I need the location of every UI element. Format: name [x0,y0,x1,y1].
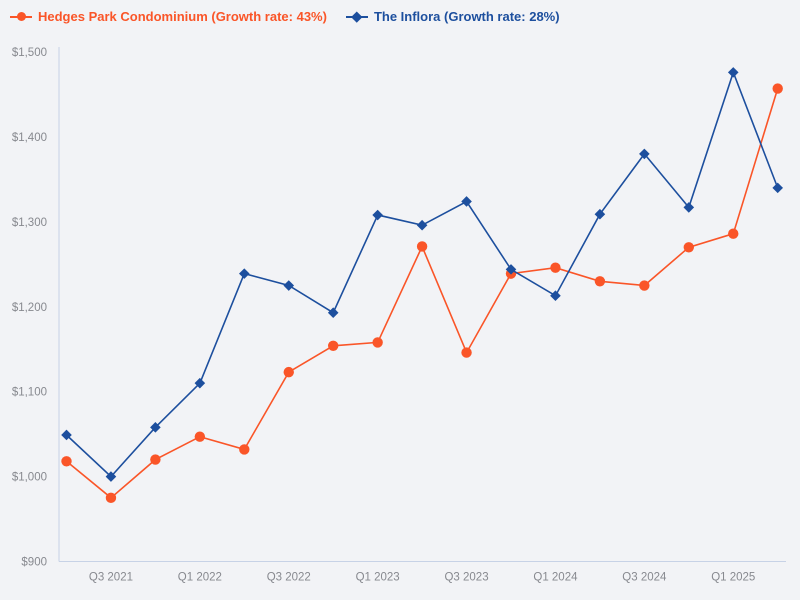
data-point-the-inflora [683,202,695,213]
data-point-hedges-park-condominium [416,241,428,252]
data-point-the-inflora [372,209,383,221]
x-tick-label: Q3 2023 [444,572,488,584]
data-point-the-inflora [150,422,161,433]
y-tick-label: $1,400 [12,132,47,144]
chart-legend: Hedges Park Condominium (Growth rate: 43… [10,9,560,24]
data-point-the-inflora [594,208,606,220]
x-tick-label: Q1 2025 [711,572,755,584]
data-point-hedges-park-condominium [728,228,739,239]
y-tick-label: $1,500 [12,47,47,59]
data-point-the-inflora [327,307,339,318]
x-tick-label: Q1 2022 [178,572,222,584]
data-point-the-inflora [283,280,295,291]
series-line-the-inflora [65,70,779,478]
legend-item-hedges-park-condominium[interactable]: Hedges Park Condominium (Growth rate: 43… [10,9,327,24]
series-line-hedges-park-condominium [65,88,779,499]
data-point-hedges-park-condominium [328,340,339,352]
data-point-hedges-park-condominium [639,280,650,291]
circle-marker-icon [10,10,32,23]
data-point-hedges-park-condominium [61,456,72,467]
y-tick-label: $1,300 [12,217,47,229]
legend-label-the-inflora: The Inflora (Growth rate: 28%) [373,9,560,24]
y-tick-label: $1,100 [12,387,47,399]
data-point-the-inflora [61,429,72,441]
data-point-the-inflora [772,182,783,194]
legend-label-hedges-park: Hedges Park Condominium (Growth rate: 43… [38,9,327,24]
data-point-the-inflora [639,148,650,160]
data-point-hedges-park-condominium [372,337,383,348]
data-point-hedges-park-condominium [594,276,606,287]
data-point-the-inflora [105,471,117,482]
data-point-the-inflora [727,67,739,78]
x-tick-label: Q3 2021 [89,572,133,584]
x-tick-label: Q1 2024 [533,572,578,584]
data-point-hedges-park-condominium [550,262,561,273]
data-point-hedges-park-condominium [683,242,694,253]
y-tick-label: $900 [21,557,47,569]
data-point-the-inflora [550,290,561,302]
data-point-the-inflora [239,268,250,279]
data-point-hedges-park-condominium [239,444,250,455]
x-tick-label: Q1 2023 [356,572,400,584]
data-point-the-inflora [194,377,206,389]
x-tick-label: Q3 2024 [622,572,667,584]
legend-item-the-inflora[interactable]: The Inflora (Growth rate: 28%) [345,9,560,24]
data-point-the-inflora [505,264,517,275]
y-tick-label: $1,200 [12,302,47,314]
data-point-the-inflora [461,196,472,207]
data-point-hedges-park-condominium [150,454,161,465]
data-point-hedges-park-condominium [105,492,117,504]
diamond-marker-icon [345,10,368,23]
data-point-hedges-park-condominium [283,366,294,378]
y-tick-label: $1,000 [12,472,47,484]
x-tick-label: Q3 2022 [267,572,311,584]
data-point-hedges-park-condominium [772,83,783,94]
data-point-hedges-park-condominium [194,431,206,442]
data-point-hedges-park-condominium [461,347,472,358]
data-point-the-inflora [416,219,428,231]
